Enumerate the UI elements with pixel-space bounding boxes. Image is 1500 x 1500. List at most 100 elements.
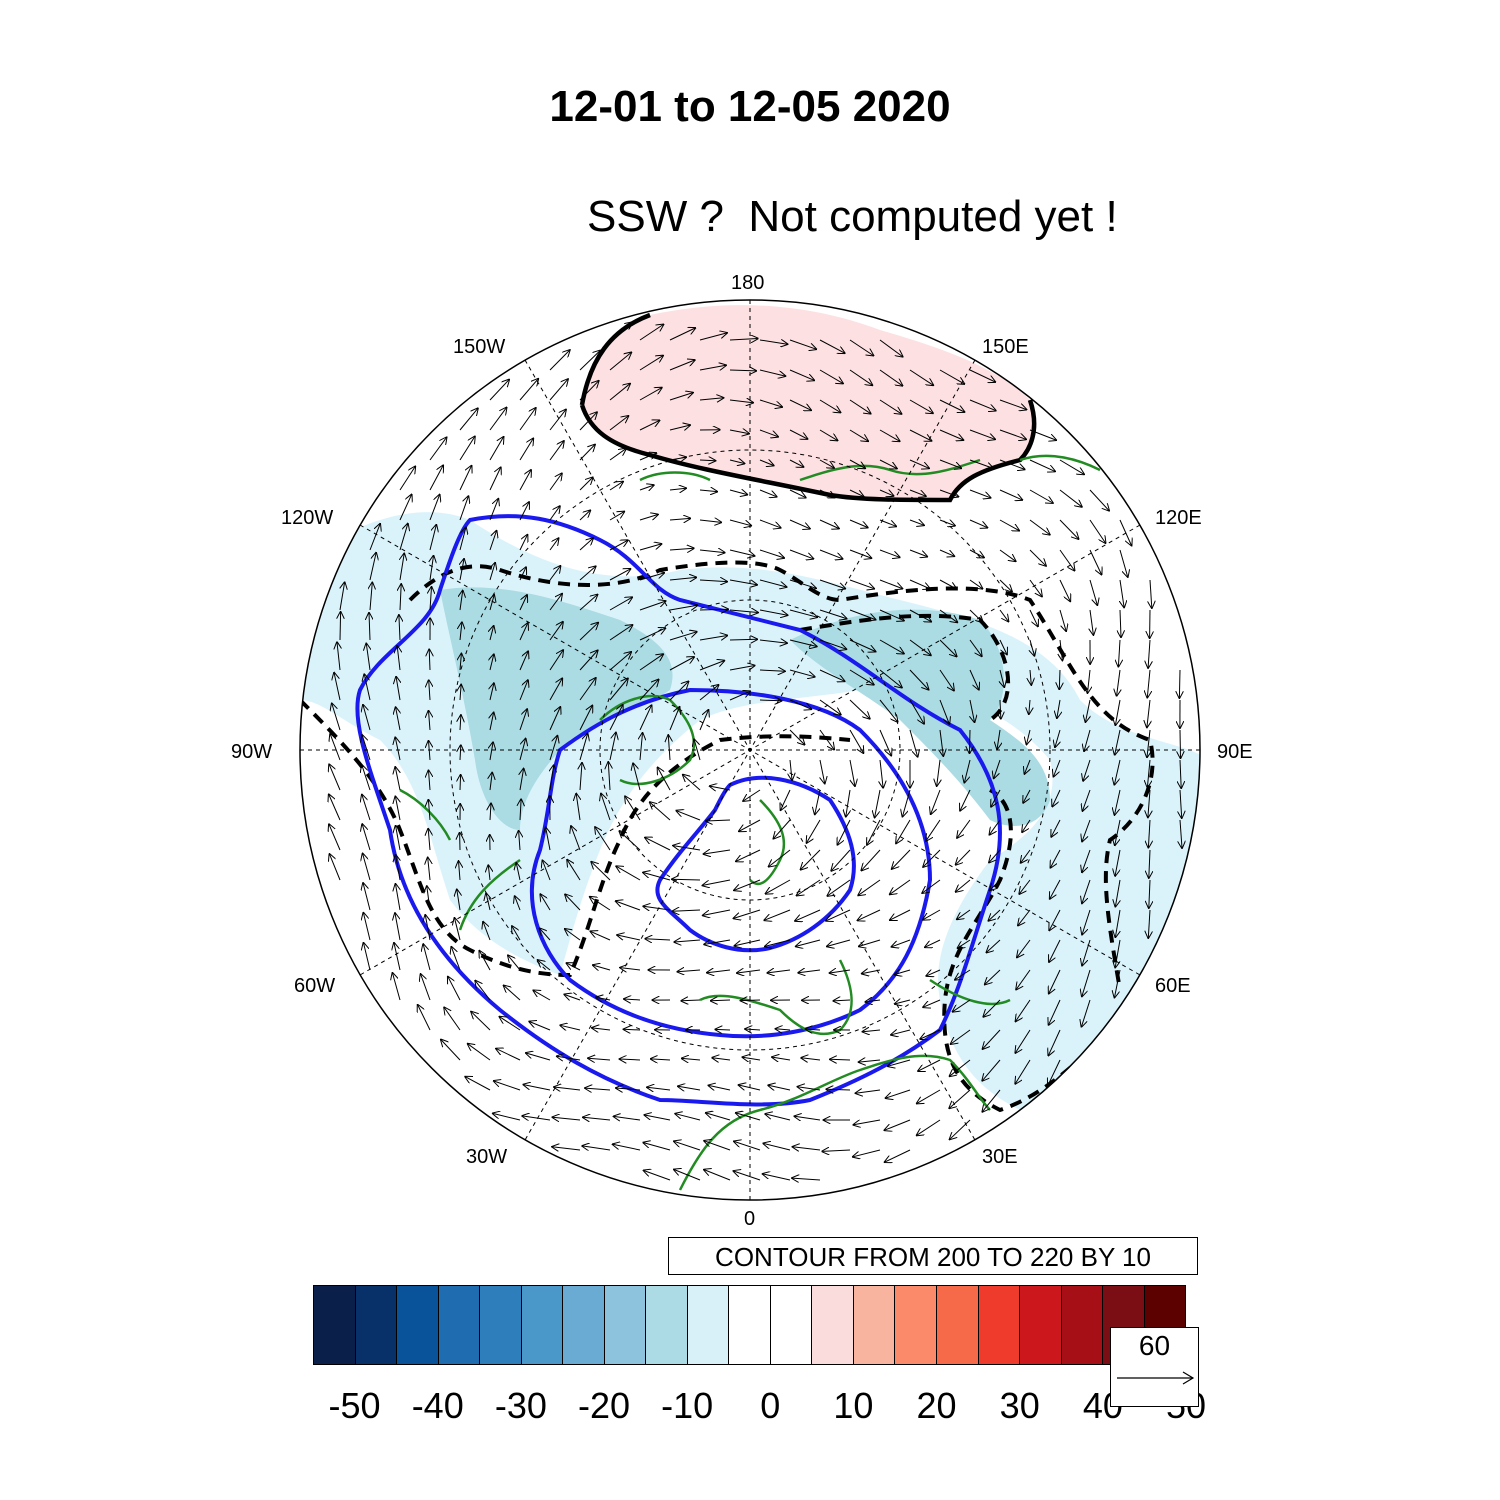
wind-vector: [999, 399, 1026, 410]
wind-vector: [1082, 909, 1091, 935]
wind-vector: [826, 909, 851, 921]
wind-vector: [709, 1085, 731, 1090]
lon-label-180: 180: [731, 272, 765, 294]
wind-vector: [1089, 519, 1106, 543]
wind-vector: [639, 356, 663, 371]
wind-vector: [549, 474, 562, 491]
wind-vector: [609, 353, 631, 371]
wind-vector: [1015, 1029, 1031, 1053]
wind-vector: [369, 524, 380, 551]
wind-vector: [579, 595, 597, 611]
wind-vector: [396, 826, 400, 851]
wind-vector: [579, 381, 599, 401]
wind-vector: [609, 597, 632, 611]
wind-vector: [624, 999, 641, 1000]
wind-vector: [591, 862, 611, 881]
wind-vector: [939, 549, 954, 556]
wind-vector: [590, 897, 611, 911]
wind-vector: [549, 538, 559, 551]
wind-vector: [735, 939, 761, 946]
wind-vector: [866, 1000, 881, 1002]
wind-vector: [925, 939, 941, 947]
wind-vector: [849, 639, 876, 652]
wind-vector: [330, 734, 341, 761]
wind-vector: [1029, 549, 1046, 566]
colorbar-box: [646, 1286, 688, 1364]
wind-vector: [909, 459, 929, 468]
wind-vector: [789, 609, 817, 617]
wind-vector: [625, 796, 641, 821]
wind-vector: [849, 549, 871, 558]
wind-vector: [699, 550, 725, 553]
wind-vector: [1059, 459, 1084, 474]
wind-vector: [909, 669, 929, 690]
wind-vector: [1148, 639, 1150, 668]
wind-vector: [549, 441, 564, 461]
wind-vector: [989, 849, 1001, 862]
wind-vector: [918, 1059, 941, 1071]
wind-vector: [512, 926, 521, 941]
wind-vector: [739, 819, 761, 831]
wind-vector: [926, 819, 941, 841]
wind-vector: [609, 540, 628, 551]
wind-vector: [880, 759, 883, 788]
wind-vector: [1030, 639, 1034, 656]
colorbar-box: [563, 1286, 605, 1364]
wind-vector: [849, 369, 872, 385]
wind-vector: [892, 939, 911, 947]
colorbar-box: [314, 1286, 356, 1364]
wind-vector: [939, 520, 955, 526]
wind-vector: [609, 652, 631, 671]
wind-vector: [699, 490, 717, 492]
wind-vector: [645, 838, 671, 851]
wind-vector: [579, 538, 593, 551]
wind-vector: [459, 496, 468, 521]
wind-vector: [489, 408, 507, 431]
wind-vector: [519, 739, 526, 761]
wind-vector: [982, 1059, 1001, 1081]
wind-vector: [1050, 879, 1061, 899]
wind-vector: [1051, 819, 1061, 837]
wind-vector: [999, 459, 1025, 469]
wind-vector: [970, 729, 971, 753]
wind-vector: [614, 1116, 641, 1120]
wind-vector: [1029, 609, 1038, 626]
wind-vector: [956, 849, 971, 865]
wind-vector: [639, 654, 663, 671]
wind-vector: [533, 990, 551, 1001]
wind-vector: [789, 399, 811, 410]
wind-vector: [879, 369, 902, 386]
wind-vector: [759, 700, 781, 701]
wind-vector: [363, 705, 371, 731]
wind-vector: [939, 429, 963, 440]
wind-vector: [608, 762, 610, 791]
wind-vector: [1022, 819, 1031, 832]
wind-vector: [759, 640, 787, 643]
wind-vector: [489, 467, 501, 491]
wind-vector: [789, 429, 807, 439]
wind-vector: [427, 886, 430, 911]
wind-vector: [879, 399, 901, 414]
wind-vector: [1049, 999, 1061, 1025]
wind-vector: [949, 1089, 971, 1108]
lon-label-60e: 60E: [1155, 975, 1191, 997]
wind-vector: [674, 940, 701, 942]
wind-vector: [789, 579, 816, 588]
wind-vector: [999, 519, 1019, 531]
wind-vector: [669, 577, 696, 580]
wind-vector: [729, 490, 747, 495]
wind-vector: [486, 893, 490, 911]
wind-vector: [822, 1150, 851, 1151]
wind-vector: [1115, 699, 1120, 725]
wind-vector: [937, 759, 940, 786]
wind-vector: [340, 582, 345, 611]
wind-vector: [990, 879, 1001, 890]
wind-vector: [819, 639, 846, 649]
wind-vector: [875, 789, 881, 817]
wind-vector: [673, 846, 701, 850]
wind-vector: [678, 1086, 701, 1090]
wind-vector: [909, 579, 930, 589]
wind-vector: [529, 1022, 551, 1031]
wind-vector: [1115, 969, 1121, 997]
